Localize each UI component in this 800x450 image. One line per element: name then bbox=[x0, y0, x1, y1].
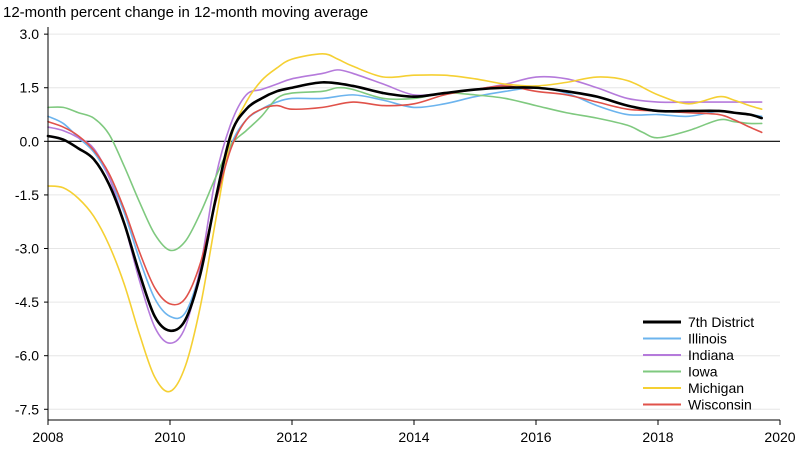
x-tick-label: 2020 bbox=[764, 429, 795, 445]
legend-label-wisconsin: Wisconsin bbox=[688, 397, 752, 413]
y-tick-label: -6.0 bbox=[15, 348, 39, 364]
y-tick-label: -7.5 bbox=[15, 401, 39, 417]
series-lines bbox=[46, 53, 763, 393]
y-tick-label: -4.5 bbox=[15, 294, 39, 310]
y-tick-label: -1.5 bbox=[15, 187, 39, 203]
x-tick-label: 2010 bbox=[154, 429, 185, 445]
grid-lines bbox=[48, 33, 780, 410]
y-tick-label: 1.5 bbox=[20, 80, 40, 96]
legend-label-iowa: Iowa bbox=[688, 364, 718, 380]
series-line-wisconsin bbox=[47, 85, 763, 306]
legend-label-indiana: Indiana bbox=[688, 347, 734, 363]
x-tick-label: 2016 bbox=[520, 429, 551, 445]
series-line-illinois bbox=[47, 86, 763, 320]
y-tick-label: -3.0 bbox=[15, 241, 39, 257]
series-line-iowa bbox=[47, 86, 763, 252]
legend-label-michigan: Michigan bbox=[688, 380, 744, 396]
y-tick-label: 3.0 bbox=[20, 26, 40, 42]
x-tick-label: 2018 bbox=[642, 429, 673, 445]
legend-label-7th-district: 7th District bbox=[688, 314, 754, 330]
axes: 3.0 1.5 0.0 -1.5 -3.0 -4.5 -6.0 -7.5 2008 2010 201… bbox=[15, 26, 796, 445]
series-line-7th-district bbox=[46, 81, 763, 333]
x-tick-label: 2008 bbox=[32, 429, 63, 445]
x-tick-label: 2014 bbox=[398, 429, 429, 445]
legend: 7th DistrictIllinoisIndianaIowaMichiganW… bbox=[643, 314, 754, 413]
legend-label-illinois: Illinois bbox=[688, 331, 727, 347]
series-line-michigan bbox=[47, 53, 763, 393]
chart-title: 12-month percent change in 12-month movi… bbox=[3, 4, 368, 21]
x-tick-label: 2012 bbox=[276, 429, 307, 445]
y-tick-label: 0.0 bbox=[20, 133, 40, 149]
